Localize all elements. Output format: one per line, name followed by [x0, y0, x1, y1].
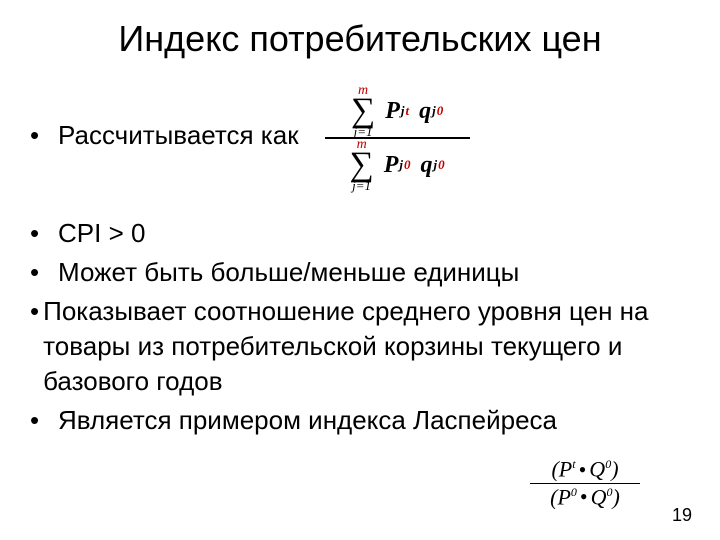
sum-lower: j=1 — [352, 179, 371, 192]
formula-numerator: m ∑ j=1 Pjt qj0 — [325, 88, 470, 134]
bullet-text: Показывает соотношение среднего уровня ц… — [43, 294, 690, 399]
sigma-symbol: ∑ — [351, 96, 375, 127]
bullet-text: Является примером индекса Ласпейреса — [58, 405, 557, 435]
sigma-icon: m ∑ j=1 — [351, 84, 375, 138]
laspeyres-formula: (Pt•Q0) (P0•Q0) — [530, 458, 640, 508]
bullet-list: •CPI > 0 •Может быть больше/меньше едини… — [30, 216, 690, 439]
bullet-dot-icon: • — [30, 118, 58, 153]
fraction-bar — [325, 137, 470, 139]
den-term-2: qj0 — [421, 152, 445, 179]
num-term-1: Pjt — [385, 98, 409, 125]
sigma-symbol: ∑ — [350, 150, 374, 181]
page-number: 19 — [672, 505, 692, 526]
bullet-dot-icon: • — [30, 216, 58, 251]
lead-bullet: •Рассчитывается как — [30, 118, 299, 153]
bullet-dot-icon: • — [30, 294, 43, 399]
list-item: •CPI > 0 — [30, 216, 690, 251]
lasp-numerator: (Pt•Q0) — [530, 458, 640, 480]
sum-lower: j=1 — [354, 125, 373, 138]
lasp-denominator: (P0•Q0) — [530, 486, 640, 508]
page-title: Индекс потребительских цен — [30, 18, 690, 60]
bullet-text: CPI > 0 — [58, 218, 145, 248]
list-item: •Является примером индекса Ласпейреса — [30, 403, 690, 438]
sigma-icon: m ∑ j=1 — [350, 138, 374, 192]
num-term-2: qj0 — [419, 98, 443, 125]
formula-denominator: m ∑ j=1 Pj0 qj0 — [325, 142, 470, 188]
list-item: •Может быть больше/меньше единицы — [30, 255, 690, 290]
bullet-dot-icon: • — [30, 255, 58, 290]
main-formula: m ∑ j=1 Pjt qj0 m ∑ j=1 Pj0 qj0 — [325, 88, 470, 188]
list-item: •Показывает соотношение среднего уровня … — [30, 294, 690, 399]
lead-text: Рассчитывается как — [58, 120, 299, 150]
den-term-1: Pj0 — [384, 152, 411, 179]
bullet-dot-icon: • — [30, 403, 58, 438]
bullet-text: Может быть больше/меньше единицы — [58, 257, 519, 287]
lead-row: •Рассчитывается как m ∑ j=1 Pjt qj0 m ∑ … — [30, 88, 690, 188]
